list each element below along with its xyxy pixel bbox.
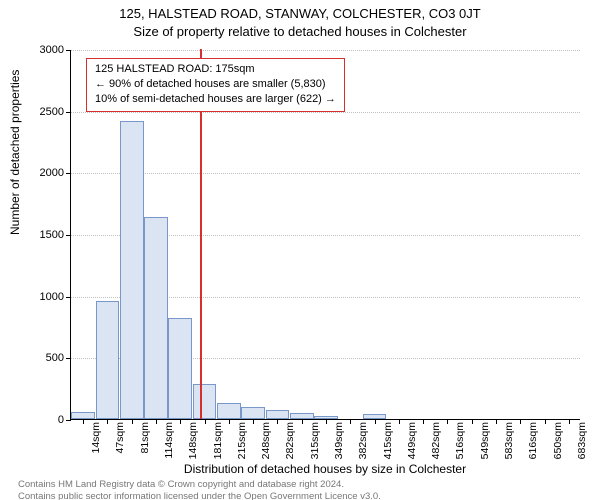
x-tick-label: 683sqm: [576, 422, 588, 468]
y-tick: [66, 50, 71, 51]
x-tick-label: 482sqm: [430, 422, 442, 468]
x-tick: [253, 419, 254, 424]
y-tick: [66, 112, 71, 113]
x-tick: [180, 419, 181, 424]
x-tick-label: 349sqm: [333, 422, 345, 468]
annotation-line: ← 90% of detached houses are smaller (5,…: [95, 77, 336, 92]
y-tick: [66, 235, 71, 236]
histogram-bar: [266, 410, 290, 419]
x-tick-label: 181sqm: [212, 422, 224, 468]
x-tick: [83, 419, 84, 424]
x-tick: [569, 419, 570, 424]
y-tick: [66, 358, 71, 359]
x-tick-label: 415sqm: [382, 422, 394, 468]
y-axis-title: Number of detached properties: [8, 70, 22, 235]
histogram-bar: [193, 384, 217, 419]
x-tick: [545, 419, 546, 424]
x-tick-label: 47sqm: [114, 422, 126, 468]
y-tick: [66, 297, 71, 298]
x-tick: [472, 419, 473, 424]
x-tick: [277, 419, 278, 424]
footer-line1: Contains HM Land Registry data © Crown c…: [18, 479, 344, 490]
gridline: [71, 112, 580, 113]
histogram-bar: [241, 407, 265, 419]
histogram-bar: [71, 412, 95, 419]
x-tick: [156, 419, 157, 424]
x-tick: [496, 419, 497, 424]
y-tick-label: 2500: [4, 106, 64, 118]
x-tick-label: 148sqm: [187, 422, 199, 468]
y-tick-label: 2000: [4, 167, 64, 179]
histogram-bar: [96, 301, 120, 419]
x-tick-label: 248sqm: [260, 422, 272, 468]
x-tick-label: 114sqm: [163, 422, 175, 468]
x-tick-label: 516sqm: [454, 422, 466, 468]
x-tick-label: 549sqm: [479, 422, 491, 468]
x-tick-label: 650sqm: [552, 422, 564, 468]
page-title-line2: Size of property relative to detached ho…: [0, 24, 600, 39]
annotation-line: 125 HALSTEAD ROAD: 175sqm: [95, 62, 336, 77]
x-tick-label: 315sqm: [309, 422, 321, 468]
gridline: [71, 50, 580, 51]
x-tick-label: 583sqm: [503, 422, 515, 468]
plot-area: 125 HALSTEAD ROAD: 175sqm← 90% of detach…: [70, 50, 580, 420]
y-tick: [66, 173, 71, 174]
footer-line2: Contains public sector information licen…: [18, 491, 381, 500]
histogram-bar: [120, 121, 144, 419]
y-tick-label: 500: [4, 352, 64, 364]
x-tick-label: 14sqm: [90, 422, 102, 468]
x-tick: [447, 419, 448, 424]
y-tick-label: 1500: [4, 229, 64, 241]
histogram-bar: [217, 403, 241, 419]
histogram-bar: [168, 318, 192, 419]
page-title-line1: 125, HALSTEAD ROAD, STANWAY, COLCHESTER,…: [0, 6, 600, 21]
x-tick-label: 449sqm: [406, 422, 418, 468]
x-tick: [302, 419, 303, 424]
chart-container: 125, HALSTEAD ROAD, STANWAY, COLCHESTER,…: [0, 0, 600, 500]
y-tick-label: 3000: [4, 44, 64, 56]
x-tick: [520, 419, 521, 424]
x-tick-label: 215sqm: [236, 422, 248, 468]
x-tick: [375, 419, 376, 424]
y-tick-label: 1000: [4, 291, 64, 303]
x-tick: [350, 419, 351, 424]
x-tick: [229, 419, 230, 424]
x-tick: [205, 419, 206, 424]
x-tick-label: 282sqm: [284, 422, 296, 468]
x-tick-label: 382sqm: [357, 422, 369, 468]
gridline: [71, 173, 580, 174]
x-tick: [399, 419, 400, 424]
x-tick-label: 616sqm: [527, 422, 539, 468]
x-tick: [326, 419, 327, 424]
histogram-bar: [144, 217, 168, 419]
x-tick: [132, 419, 133, 424]
x-tick-label: 81sqm: [139, 422, 151, 468]
y-tick-label: 0: [4, 414, 64, 426]
x-tick: [107, 419, 108, 424]
annotation-box: 125 HALSTEAD ROAD: 175sqm← 90% of detach…: [86, 58, 345, 112]
annotation-line: 10% of semi-detached houses are larger (…: [95, 92, 336, 107]
y-tick: [66, 420, 71, 421]
x-tick: [423, 419, 424, 424]
